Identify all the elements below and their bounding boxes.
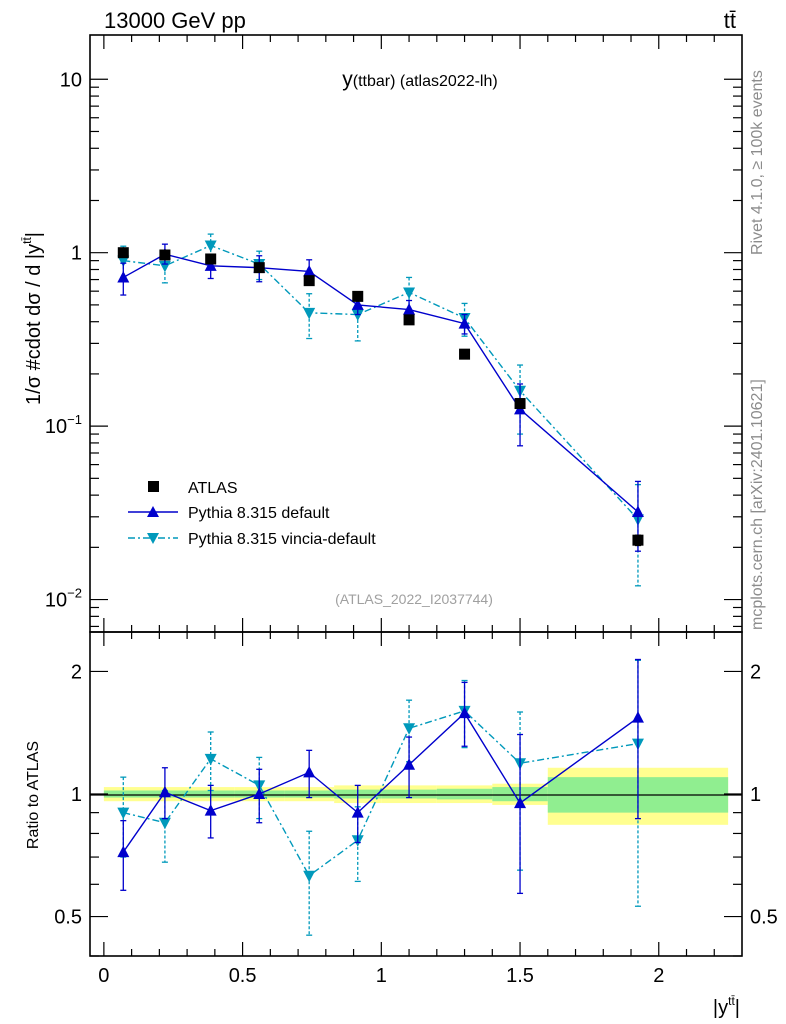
- legend: ATLAS Pythia 8.315 default Pythia 8.315 …: [128, 480, 376, 548]
- ratio-point-pythia-8-315-vincia-default: [303, 870, 316, 883]
- main-ytick-label: 10−2: [45, 586, 82, 612]
- ratio-band-stat: [436, 788, 493, 800]
- main-ytick-label: 10−1: [45, 412, 82, 438]
- main-ytick-label-base: 10: [60, 69, 82, 91]
- ratio-axis-ticks: 2 2 1 1 0.5 0.5 0 0.5 1 1.5 2: [54, 632, 778, 987]
- main-point-atlas: [159, 249, 171, 261]
- ratio-point-pythia-8-315-default: [351, 806, 364, 818]
- energy-label: 13000 GeV pp: [104, 8, 246, 33]
- rivet-label: Rivet 4.1.0, ≥ 100k events: [749, 70, 766, 255]
- main-point-pythia-8-315-default: [303, 264, 316, 277]
- main-point-atlas: [117, 247, 129, 259]
- legend-marker-vincia: [147, 533, 159, 544]
- main-line-pythia-8-315-default: [122, 253, 639, 513]
- ratio-series-layer: [117, 658, 644, 936]
- main-point-pythia-8-315-default: [403, 303, 416, 315]
- main-point-pythia-8-315-vincia-default: [117, 255, 130, 268]
- ratio-point-pythia-8-315-vincia-default: [403, 723, 416, 735]
- ratio-bands: [103, 767, 729, 825]
- ratio-line-pythia-8-315-default: [122, 712, 639, 853]
- main-ylabel-close: |: [23, 232, 45, 237]
- ratio-ytick-label: 1: [71, 784, 82, 806]
- main-point-atlas: [459, 348, 471, 360]
- main-point-pythia-8-315-default: [351, 298, 364, 310]
- main-ytick-label-base: 1: [71, 243, 82, 265]
- legend-label-atlas: ATLAS: [188, 480, 238, 497]
- main-point-pythia-8-315-vincia-default: [351, 309, 364, 322]
- main-ytick-label-base: 10: [45, 590, 67, 612]
- main-ytick-label: 1: [71, 243, 82, 265]
- ratio-ytick-label-right: 1: [750, 784, 761, 806]
- ratio-point-pythia-8-315-default: [158, 785, 171, 798]
- mcplots-label: mcplots.cern.ch [arXiv:2401.10621]: [749, 379, 766, 630]
- ratio-ylabel: Ratio to ATLAS: [25, 741, 42, 849]
- ratio-point-pythia-8-315-default: [253, 787, 266, 799]
- ratio-point-pythia-8-315-default: [631, 711, 644, 723]
- ratio-panel: 2 2 1 1 0.5 0.5 0 0.5 1 1.5 2 Ratio to ATLAS |ytt̄…: [25, 631, 778, 1019]
- main-title-y: y: [342, 68, 353, 91]
- ratio-ytick-label-right: 2: [750, 661, 761, 683]
- process-label: tt̄: [724, 8, 736, 33]
- main-line-pythia-8-315-vincia-default: [123, 244, 639, 520]
- ratio-band-stat: [103, 790, 146, 798]
- main-point-atlas: [253, 262, 265, 274]
- legend-marker-default: [147, 506, 159, 517]
- main-point-pythia-8-315-vincia-default: [403, 287, 416, 299]
- legend-marker-atlas: [148, 481, 159, 492]
- main-ylabel: 1/σ #cdot dσ / d |ytt̄|: [20, 232, 45, 405]
- main-point-atlas: [403, 314, 415, 326]
- main-point-atlas: [514, 398, 526, 410]
- ratio-point-pythia-8-315-default: [204, 804, 217, 816]
- ratio-xtick-label: 1.5: [506, 965, 534, 987]
- ratio-point-pythia-8-315-default: [303, 765, 316, 778]
- main-ylabel-sup: tt̄: [20, 237, 34, 244]
- ratio-xlabel: |ytt̄|: [713, 994, 740, 1019]
- ratio-ytick-label: 0.5: [54, 907, 82, 929]
- ratio-xlabel-text: |y: [713, 997, 728, 1019]
- ratio-point-pythia-8-315-vincia-default: [204, 753, 217, 766]
- main-ytick-label-base: 10: [45, 416, 67, 438]
- main-point-pythia-8-315-default: [117, 270, 130, 283]
- ratio-xlabel-sup: tt̄: [728, 994, 735, 1008]
- main-point-pythia-8-315-vincia-default: [303, 307, 316, 320]
- ratio-xtick-label: 2: [653, 965, 664, 987]
- main-series-layer: [117, 233, 644, 587]
- ratio-point-pythia-8-315-vincia-default: [158, 817, 171, 830]
- main-ytick-label-exp: −1: [67, 412, 82, 427]
- main-point-atlas: [205, 253, 217, 265]
- reference-label: (ATLAS_2022_I2037744): [335, 591, 493, 607]
- ratio-xlabel-close: |: [735, 997, 740, 1019]
- main-ytick-label-exp: −2: [67, 586, 82, 601]
- ratio-frame: [89, 631, 743, 957]
- ratio-xtick-label: 1: [376, 965, 387, 987]
- ratio-point-pythia-8-315-default: [514, 796, 527, 809]
- ratio-xtick-label: 0.5: [229, 965, 257, 987]
- main-point-pythia-8-315-default: [204, 259, 217, 271]
- main-point-pythia-8-315-default: [631, 505, 644, 517]
- ratio-ytick-label: 2: [71, 661, 82, 683]
- main-ylabel-text: 1/σ #cdot dσ / d |y: [23, 244, 45, 405]
- ratio-point-pythia-8-315-default: [458, 706, 471, 719]
- main-point-atlas: [632, 534, 644, 546]
- ratio-ytick-label-right: 0.5: [750, 907, 778, 929]
- ratio-line-pythia-8-315-vincia-default: [123, 710, 639, 877]
- main-ytick-label: 10: [60, 69, 82, 91]
- ratio-xtick-label: 0: [98, 965, 109, 987]
- main-point-atlas: [352, 290, 364, 302]
- main-point-atlas: [303, 275, 315, 287]
- legend-label-vincia: Pythia 8.315 vincia-default: [188, 531, 376, 548]
- ratio-point-pythia-8-315-vincia-default: [117, 807, 130, 820]
- ratio-point-pythia-8-315-default: [403, 758, 416, 770]
- main-point-pythia-8-315-default: [458, 317, 471, 329]
- ratio-point-pythia-8-315-default: [117, 845, 130, 858]
- main-title-rest: (ttbar) (atlas2022-lh): [353, 73, 498, 90]
- legend-label-default: Pythia 8.315 default: [188, 505, 330, 522]
- main-title: y(ttbar) (atlas2022-lh): [342, 68, 497, 91]
- main-point-pythia-8-315-vincia-default: [204, 240, 217, 253]
